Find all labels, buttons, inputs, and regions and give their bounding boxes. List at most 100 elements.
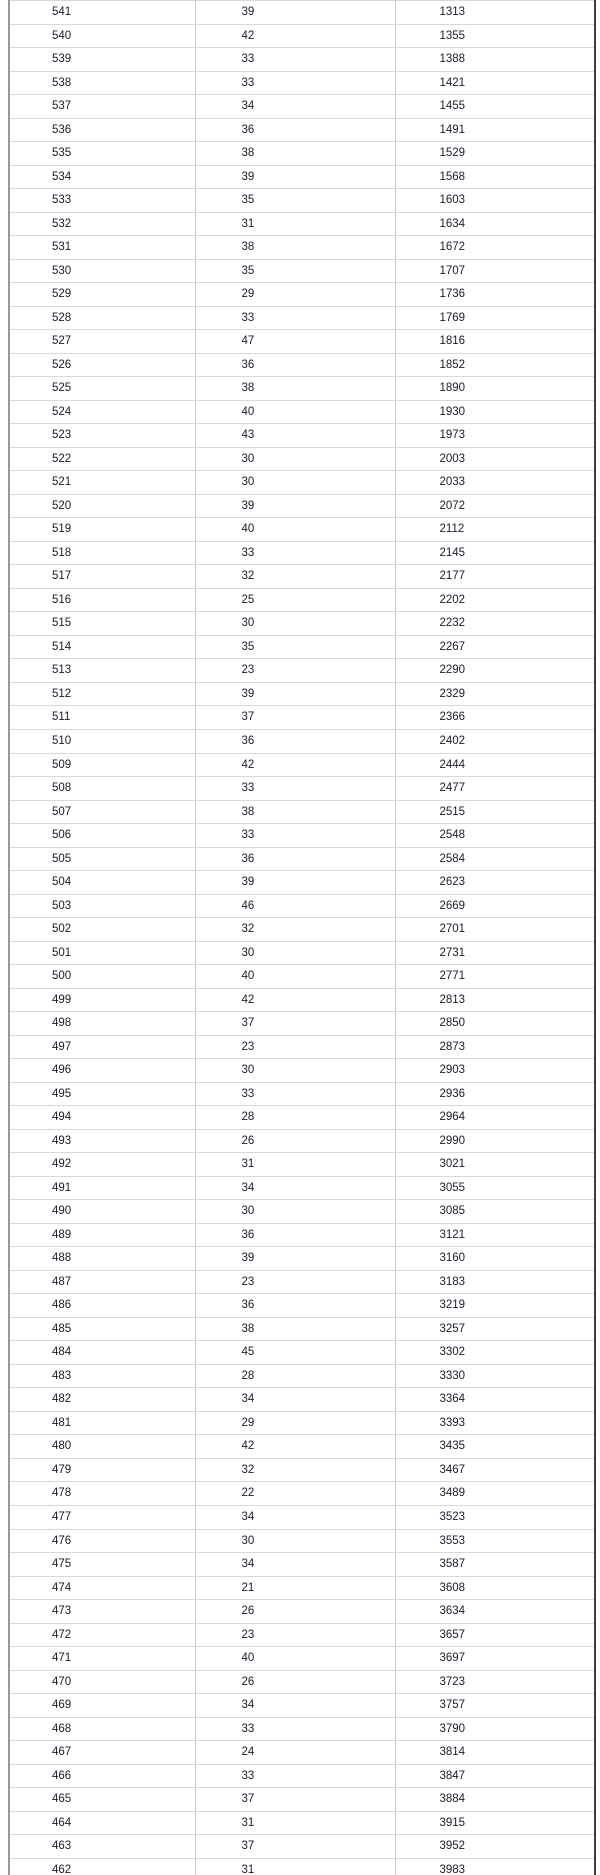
cell-score: 520 [9, 493, 196, 519]
cell-score: 496 [9, 1058, 196, 1083]
table-row: 513 23 2290 [9, 658, 595, 683]
score-distribution-table: 541 39 1313 540 42 1355 539 33 1388 538 33 1421 537 3… [8, 0, 596, 1875]
cell-cumulative: 1421 [395, 70, 595, 96]
cell-count: 33 [195, 540, 396, 566]
cell-cumulative: 2267 [395, 634, 595, 660]
cell-score: 510 [9, 728, 196, 754]
cell-count: 46 [195, 893, 396, 919]
cell-cumulative: 3723 [395, 1669, 595, 1695]
cell-count: 39 [195, 493, 396, 519]
cell-cumulative: 3553 [395, 1528, 595, 1554]
cell-count: 30 [195, 611, 396, 636]
table-row: 481 29 3393 [9, 1410, 595, 1436]
cell-score: 529 [9, 282, 196, 307]
cell-cumulative: 3915 [395, 1810, 595, 1836]
cell-count: 42 [195, 752, 396, 778]
table-row: 534 39 1568 [9, 164, 595, 190]
cell-score: 503 [9, 893, 196, 919]
cell-cumulative: 3219 [395, 1293, 595, 1318]
cell-count: 38 [195, 1316, 396, 1342]
table-row: 497 23 2873 [9, 1034, 595, 1060]
cell-score: 530 [9, 258, 196, 284]
cell-count: 38 [195, 141, 396, 166]
cell-cumulative: 1973 [395, 423, 595, 448]
cell-count: 30 [195, 1199, 396, 1224]
table-row: 476 30 3553 [9, 1528, 595, 1554]
cell-score: 495 [9, 1081, 196, 1107]
table-row: 505 36 2584 [9, 846, 595, 872]
table-row: 536 36 1491 [9, 117, 595, 143]
table-row: 470 26 3723 [9, 1669, 595, 1695]
cell-cumulative: 1313 [395, 0, 595, 25]
cell-score: 509 [9, 752, 196, 778]
cell-count: 35 [195, 258, 396, 284]
cell-cumulative: 3435 [395, 1434, 595, 1459]
cell-cumulative: 3085 [395, 1199, 595, 1224]
cell-count: 39 [195, 164, 396, 190]
cell-score: 479 [9, 1457, 196, 1483]
table-row: 499 42 2813 [9, 987, 595, 1013]
cell-count: 38 [195, 235, 396, 260]
table-row: 511 37 2366 [9, 705, 595, 730]
cell-cumulative: 2964 [395, 1105, 595, 1130]
cell-count: 40 [195, 964, 396, 989]
cell-count: 29 [195, 282, 396, 307]
table-row: 480 42 3435 [9, 1434, 595, 1459]
table-row: 518 33 2145 [9, 540, 595, 566]
cell-cumulative: 3847 [395, 1763, 595, 1789]
cell-cumulative: 2072 [395, 493, 595, 519]
cell-cumulative: 2584 [395, 846, 595, 872]
cell-score: 478 [9, 1481, 196, 1506]
cell-cumulative: 1634 [395, 211, 595, 237]
cell-score: 499 [9, 987, 196, 1013]
cell-cumulative: 3790 [395, 1716, 595, 1742]
cell-cumulative: 2701 [395, 917, 595, 942]
cell-cumulative: 3523 [395, 1505, 595, 1530]
cell-count: 23 [195, 1269, 396, 1295]
cell-cumulative: 2515 [395, 799, 595, 825]
table-row: 509 42 2444 [9, 752, 595, 778]
table-row: 503 46 2669 [9, 893, 595, 919]
table-row: 498 37 2850 [9, 1011, 595, 1036]
cell-count: 30 [195, 1058, 396, 1083]
cell-cumulative: 2003 [395, 446, 595, 472]
cell-count: 42 [195, 1434, 396, 1459]
cell-score: 492 [9, 1152, 196, 1177]
cell-score: 468 [9, 1716, 196, 1742]
cell-cumulative: 2873 [395, 1034, 595, 1060]
cell-score: 494 [9, 1105, 196, 1130]
table-row: 491 34 3055 [9, 1175, 595, 1201]
cell-cumulative: 2903 [395, 1058, 595, 1083]
cell-score: 463 [9, 1834, 196, 1859]
table-row: 516 25 2202 [9, 587, 595, 613]
table-body: 541 39 1313 540 42 1355 539 33 1388 538 33 1421 537 3… [9, 0, 595, 1875]
cell-cumulative: 3183 [395, 1269, 595, 1295]
cell-cumulative: 3302 [395, 1340, 595, 1365]
table-row: 506 33 2548 [9, 823, 595, 848]
cell-cumulative: 1930 [395, 399, 595, 425]
table-row: 473 26 3634 [9, 1599, 595, 1624]
cell-cumulative: 1568 [395, 164, 595, 190]
cell-count: 33 [195, 70, 396, 96]
cell-score: 484 [9, 1340, 196, 1365]
cell-count: 25 [195, 587, 396, 613]
cell-count: 30 [195, 940, 396, 966]
cell-cumulative: 3983 [395, 1857, 595, 1875]
cell-cumulative: 2033 [395, 470, 595, 495]
cell-count: 36 [195, 728, 396, 754]
table-row: 488 39 3160 [9, 1246, 595, 1271]
cell-count: 31 [195, 211, 396, 237]
cell-cumulative: 2936 [395, 1081, 595, 1107]
cell-cumulative: 2290 [395, 658, 595, 683]
table-row: 540 42 1355 [9, 23, 595, 49]
cell-count: 29 [195, 1410, 396, 1436]
cell-count: 34 [195, 94, 396, 119]
cell-cumulative: 1388 [395, 47, 595, 72]
cell-count: 31 [195, 1810, 396, 1836]
cell-cumulative: 2232 [395, 611, 595, 636]
table-row: 474 21 3608 [9, 1575, 595, 1601]
cell-cumulative: 3364 [395, 1387, 595, 1412]
cell-score: 526 [9, 352, 196, 378]
cell-score: 476 [9, 1528, 196, 1554]
